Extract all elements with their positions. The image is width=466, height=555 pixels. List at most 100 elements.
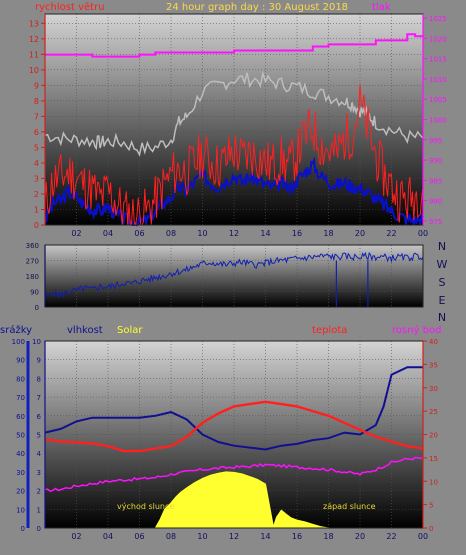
wind-tick-label: 10	[29, 66, 39, 75]
rain-tick-label: 9	[37, 357, 41, 365]
rain-tick-label: 3	[37, 469, 41, 477]
rain-tick-label: 10	[32, 338, 41, 346]
compass-label-w: W	[437, 258, 448, 271]
wind-tick-label: 13	[29, 19, 39, 28]
pressure-label: tlak	[372, 2, 391, 13]
pressure-tick-label: 1020	[429, 35, 447, 43]
humidity-tick-label: 50	[16, 432, 25, 440]
direction-tick-label: 180	[26, 273, 39, 281]
gust-envelope-line	[44, 70, 424, 157]
pressure-tick-label: 1010	[429, 76, 447, 84]
rain-tick-label: 8	[37, 375, 41, 383]
humidity-tick-label: 10	[16, 506, 25, 514]
humidity-tick-label: 60	[16, 413, 25, 421]
x-tick-label: 10	[197, 532, 207, 541]
pressure-tick-label: 1025	[429, 15, 447, 23]
x-tick-label: 20	[355, 532, 365, 541]
x-tick-label: 04	[103, 229, 113, 238]
compass-label-n2: N	[438, 311, 446, 324]
solar-area	[154, 471, 329, 529]
wind-tick-label: 12	[29, 35, 39, 44]
x-tick-label: 12	[229, 532, 239, 541]
wind-tick-label: 11	[29, 50, 39, 59]
temp-tick-label: 40	[429, 338, 438, 346]
x-tick-label: 08	[166, 532, 176, 541]
compass-label-e: E	[439, 294, 446, 307]
temp-tick-label: 35	[429, 361, 438, 369]
pressure-tick-label: 1000	[429, 117, 447, 125]
x-tick-label: 20	[355, 229, 365, 238]
x-tick-label: 16	[292, 229, 302, 238]
dew-point-line	[44, 456, 424, 493]
direction-tick-label: 90	[30, 289, 39, 297]
x-tick-label: 12	[229, 229, 239, 238]
wind-tick-label: 5	[34, 143, 39, 152]
rain-tick-label: 4	[37, 450, 42, 458]
compass-label-s: S	[439, 276, 446, 289]
pressure-tick-label: 990	[429, 157, 442, 165]
x-tick-label: 00	[418, 532, 428, 541]
humidity-tick-label: 0	[21, 525, 25, 533]
compass-label-n: N	[438, 240, 446, 253]
x-tick-label: 06	[134, 532, 144, 541]
direction-tick-label: 270	[26, 258, 39, 266]
wind-tick-label: 6	[34, 128, 39, 137]
rain-tick-label: 7	[37, 394, 41, 402]
series-layer	[44, 33, 424, 529]
x-tick-label: 08	[166, 229, 176, 238]
temperature-label: teplota	[312, 325, 347, 336]
wind-tick-label: 4	[34, 159, 39, 168]
x-tick-label: 02	[71, 532, 81, 541]
pressure-tick-label: 975	[429, 218, 442, 226]
humidity-tick-label: 40	[16, 450, 25, 458]
pressure-line	[45, 33, 423, 58]
gridlines	[45, 14, 424, 529]
humidity-line	[44, 366, 423, 451]
x-tick-label: 04	[103, 532, 113, 541]
x-tick-label: 00	[418, 229, 428, 238]
humidity-tick-label: 90	[16, 357, 25, 365]
temp-tick-label: 0	[429, 525, 433, 533]
rain-tick-label: 6	[37, 413, 42, 421]
rain-tick-label: 0	[37, 525, 41, 533]
sunrise-annotation: východ slunce	[117, 502, 174, 511]
temp-tick-label: 30	[429, 385, 438, 393]
pressure-tick-label: 995	[429, 137, 442, 145]
x-tick-label: 10	[197, 229, 207, 238]
solar-label: Solar	[117, 325, 143, 336]
pressure-tick-label: 980	[429, 198, 442, 206]
rain-tick-label: 2	[37, 488, 41, 496]
wind-gust-line	[44, 84, 424, 227]
wind-tick-label: 9	[34, 81, 39, 90]
dew-point-label: rosný bod	[392, 324, 441, 336]
x-tick-label: 14	[260, 229, 270, 238]
wind-speed-line	[44, 156, 424, 227]
temp-tick-label: 10	[429, 478, 438, 486]
x-tick-label: 16	[292, 532, 302, 541]
x-tick-label: 22	[386, 532, 396, 541]
wind-tick-label: 8	[34, 97, 39, 106]
x-tick-label: 18	[323, 229, 333, 238]
humidity-tick-label: 20	[16, 488, 25, 496]
wind-tick-label: 7	[34, 112, 39, 121]
pressure-tick-label: 1015	[429, 56, 447, 64]
rain-tick-label: 5	[37, 432, 41, 440]
sunset-annotation: západ slunce	[323, 502, 376, 511]
humidity-tick-label: 70	[16, 394, 25, 402]
wind-tick-label: 0	[34, 221, 39, 230]
temp-tick-label: 20	[429, 432, 438, 440]
pressure-tick-label: 1005	[429, 96, 447, 104]
rain-label: srážky	[0, 324, 32, 336]
temp-tick-label: 25	[429, 408, 438, 416]
x-tick-label: 22	[386, 229, 396, 238]
temp-tick-label: 5	[429, 502, 433, 510]
wind-tick-label: 2	[34, 190, 39, 199]
direction-tick-label: 0	[35, 304, 39, 312]
temperature-line	[44, 400, 424, 453]
temp-tick-label: 15	[429, 455, 438, 463]
humidity-tick-label: 100	[12, 338, 25, 346]
humidity-label: vlhkost	[67, 325, 103, 336]
